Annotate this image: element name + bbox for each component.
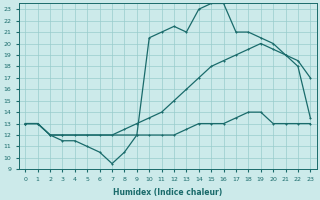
X-axis label: Humidex (Indice chaleur): Humidex (Indice chaleur) — [113, 188, 222, 197]
